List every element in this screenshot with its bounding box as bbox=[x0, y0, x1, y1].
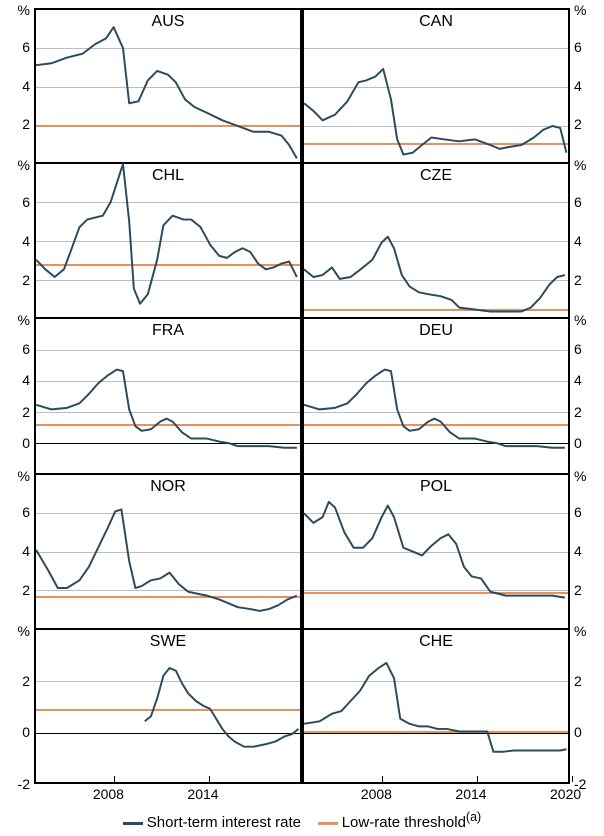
ytick: 6 bbox=[574, 194, 602, 210]
ytick: 6 bbox=[2, 341, 30, 357]
ytick: -2 bbox=[2, 776, 30, 792]
panel-deu: DEU bbox=[302, 318, 570, 473]
chart-page: { "dimensions": {"width":604,"height":83… bbox=[0, 0, 604, 836]
ytick: 2 bbox=[574, 404, 602, 420]
pct-left: % bbox=[6, 312, 30, 328]
pct-right: % bbox=[574, 2, 598, 18]
ytick: 4 bbox=[574, 372, 602, 388]
ytick: 4 bbox=[574, 233, 602, 249]
series-line bbox=[36, 319, 300, 472]
ytick: 2 bbox=[2, 673, 30, 689]
ytick: 6 bbox=[2, 504, 30, 520]
legend: Short-term interest rate Low-rate thresh… bbox=[0, 810, 604, 831]
pct-right: % bbox=[574, 312, 598, 328]
ytick: 6 bbox=[574, 39, 602, 55]
ytick: 4 bbox=[574, 543, 602, 559]
xtick: 2014 bbox=[455, 786, 486, 802]
panel-che: CHE bbox=[302, 629, 570, 784]
panel-chl: CHL bbox=[34, 163, 302, 318]
ytick: 6 bbox=[574, 341, 602, 357]
ytick: 2 bbox=[574, 582, 602, 598]
pct-left: % bbox=[6, 623, 30, 639]
ytick: 2 bbox=[2, 116, 30, 132]
ytick: 4 bbox=[2, 543, 30, 559]
series-line bbox=[304, 630, 568, 782]
ytick: 4 bbox=[2, 372, 30, 388]
xtick: 2014 bbox=[187, 786, 218, 802]
ytick: 6 bbox=[2, 39, 30, 55]
legend-label-1: Low-rate threshold bbox=[342, 814, 466, 831]
ytick: 6 bbox=[574, 504, 602, 520]
plot-grid: AUSCHLFRANORSWE CANCZEDEUPOLCHE bbox=[34, 8, 570, 784]
ytick: 4 bbox=[2, 78, 30, 94]
series-line bbox=[36, 475, 300, 628]
series-line bbox=[304, 475, 568, 628]
panel-nor: NOR bbox=[34, 474, 302, 629]
ytick: 4 bbox=[574, 78, 602, 94]
ytick: 2 bbox=[2, 404, 30, 420]
panel-aus: AUS bbox=[34, 8, 302, 163]
ytick: 2 bbox=[2, 272, 30, 288]
ytick: 4 bbox=[2, 233, 30, 249]
ytick: 0 bbox=[2, 435, 30, 451]
series-line bbox=[304, 319, 568, 472]
legend-sup: (a) bbox=[466, 810, 481, 824]
panel-swe: SWE bbox=[34, 629, 302, 784]
panel-can: CAN bbox=[302, 8, 570, 163]
panel-pol: POL bbox=[302, 474, 570, 629]
series-line bbox=[36, 10, 300, 162]
ytick: 6 bbox=[2, 194, 30, 210]
pct-right: % bbox=[574, 157, 598, 173]
pct-left: % bbox=[6, 157, 30, 173]
series-line bbox=[36, 164, 300, 317]
panel-fra: FRA bbox=[34, 318, 302, 473]
pct-right: % bbox=[574, 468, 598, 484]
ytick: 2 bbox=[574, 673, 602, 689]
pct-right: % bbox=[574, 623, 598, 639]
panel-cze: CZE bbox=[302, 163, 570, 318]
xtick: 2020 bbox=[550, 786, 581, 802]
series-line bbox=[304, 164, 568, 317]
pct-left: % bbox=[6, 468, 30, 484]
ytick: 2 bbox=[574, 116, 602, 132]
legend-label-0: Short-term interest rate bbox=[147, 814, 301, 831]
series-line bbox=[304, 10, 568, 162]
ytick: 2 bbox=[574, 272, 602, 288]
pct-left: % bbox=[6, 2, 30, 18]
xtick: 2008 bbox=[361, 786, 392, 802]
ytick: 0 bbox=[574, 724, 602, 740]
series-line bbox=[36, 630, 300, 782]
xtick: 2008 bbox=[93, 786, 124, 802]
ytick: 0 bbox=[574, 435, 602, 451]
ytick: 0 bbox=[2, 724, 30, 740]
ytick: 2 bbox=[2, 582, 30, 598]
